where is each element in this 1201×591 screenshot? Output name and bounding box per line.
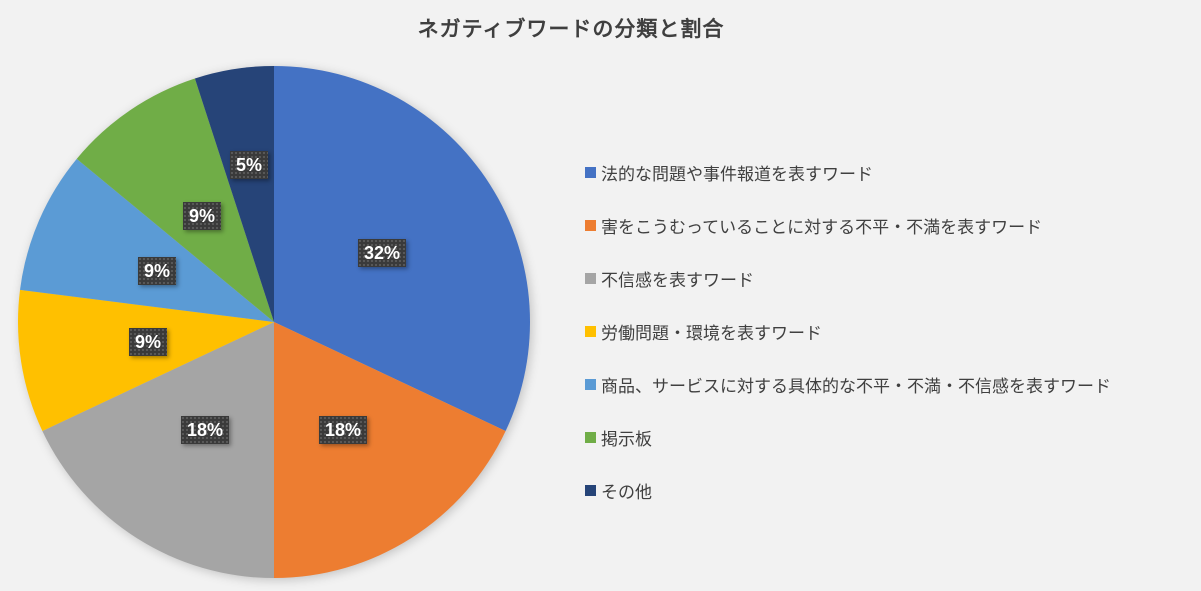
legend-item-2: 不信感を表すワード (585, 268, 1111, 290)
pie-slice-5 (76, 78, 274, 322)
legend-item-3: 労働問題・環境を表すワード (585, 321, 1111, 343)
legend-marker-icon (585, 379, 596, 390)
pie-chart (17, 66, 531, 579)
legend-item-5: 掲示板 (585, 427, 1111, 449)
legend-label: 不信感を表すワード (601, 271, 754, 290)
legend-marker-icon (585, 273, 596, 284)
legend-label: 害をこうむっていることに対する不平・不満を表すワード (601, 218, 1043, 237)
pie-slice-6 (194, 66, 274, 322)
legend-item-1: 害をこうむっていることに対する不平・不満を表すワード (585, 215, 1111, 237)
legend-label: 法的な問題や事件報道を表すワード (601, 165, 873, 184)
legend-item-0: 法的な問題や事件報道を表すワード (585, 162, 1111, 184)
chart-title: ネガティブワードの分類と割合 (417, 18, 725, 41)
pie-slice-4 (20, 158, 274, 322)
legend: 法的な問題や事件報道を表すワード害をこうむっていることに対する不平・不満を表すワ… (585, 162, 1111, 533)
legend-marker-icon (585, 485, 596, 496)
pie-slice-2 (42, 322, 274, 578)
legend-marker-icon (585, 220, 596, 231)
legend-marker-icon (585, 167, 596, 178)
pie-slice-3 (17, 289, 275, 431)
pie-slice-1 (274, 322, 506, 579)
legend-marker-icon (585, 326, 596, 337)
legend-item-4: 商品、サービスに対する具体的な不平・不満・不信感を表すワード (585, 374, 1111, 396)
legend-item-6: その他 (585, 480, 1111, 502)
legend-label: その他 (601, 483, 652, 502)
legend-label: 労働問題・環境を表すワード (601, 324, 822, 343)
legend-marker-icon (585, 432, 596, 443)
legend-label: 商品、サービスに対する具体的な不平・不満・不信感を表すワード (601, 377, 1111, 396)
legend-label: 掲示板 (601, 430, 652, 449)
